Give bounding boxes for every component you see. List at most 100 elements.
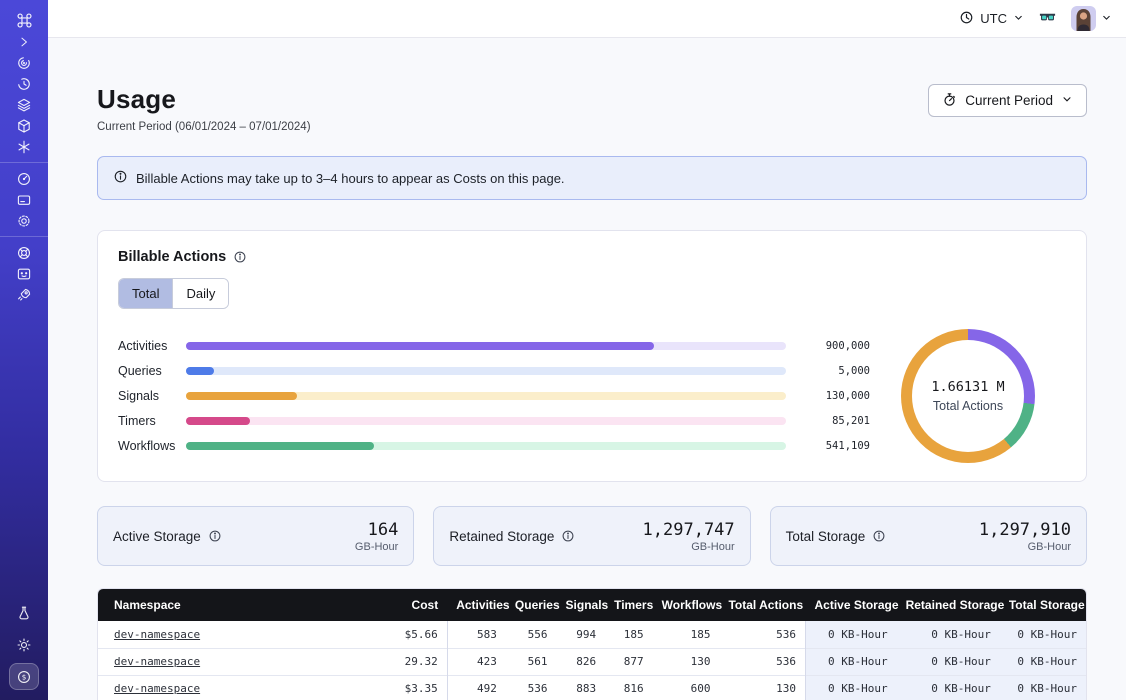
column-header-queries: Queries xyxy=(505,589,560,621)
namespace-link[interactable]: dev-namespace xyxy=(114,655,201,668)
cell-cost: $5.66 xyxy=(351,621,448,648)
cell-total-storage: 0 KB-Hour xyxy=(999,621,1086,648)
cell-total-actions: 536 xyxy=(719,621,806,648)
sidebar-item-usage[interactable] xyxy=(7,168,41,189)
namespace-cell: dev-namespace xyxy=(98,674,352,700)
bar-track xyxy=(186,417,786,425)
sidebar-nav: $ xyxy=(0,0,48,700)
cell-total-actions: 130 xyxy=(719,674,806,700)
namespace-link[interactable]: dev-namespace xyxy=(114,627,201,641)
sidebar-item-theme[interactable] xyxy=(7,631,41,658)
bar-value: 900,000 xyxy=(825,340,870,352)
donut-total-value: 1.66131 M xyxy=(931,379,1005,395)
labs-icon xyxy=(16,605,32,621)
bar-label: Signals xyxy=(118,389,159,403)
sidebar-item-namespaces[interactable] xyxy=(7,52,41,73)
cell-queries: 561 xyxy=(505,647,557,675)
chevron-down-icon xyxy=(1013,11,1024,26)
cell-active-storage: 0 KB-Hour xyxy=(804,647,897,675)
bar-fill xyxy=(186,417,251,425)
cell-retained-storage: 0 KB-Hour xyxy=(896,674,1000,700)
cell-timers: 816 xyxy=(605,674,653,700)
storage-card-unit: GB-Hour xyxy=(691,540,735,553)
glasses-icon xyxy=(1038,8,1057,30)
bar-fill xyxy=(186,392,297,400)
table-row: dev-namespace $3.35 492 536 883 816 600 130 0 KB… xyxy=(98,674,1086,700)
bar-label: Activities xyxy=(118,339,168,353)
column-header-cost: Cost xyxy=(351,589,448,621)
bar-fill xyxy=(186,342,654,350)
sidebar-item-coin[interactable]: $ xyxy=(9,663,39,690)
banner-text: Billable Actions may take up to 3–4 hour… xyxy=(136,170,565,186)
cell-cost: $3.35 xyxy=(351,674,448,700)
support-icon xyxy=(16,245,32,261)
cell-workflows: 600 xyxy=(652,674,720,700)
sidebar-item-billing[interactable] xyxy=(7,189,41,210)
chevron-down-icon xyxy=(1101,11,1112,26)
retained-storage-info-icon[interactable] xyxy=(561,529,575,543)
theme-icon xyxy=(16,637,32,653)
storage-card-value: 1,297,747 xyxy=(642,519,735,540)
cell-active-storage: 0 KB-Hour xyxy=(804,621,897,648)
namespaces-icon xyxy=(16,55,32,71)
sidebar-item-workflows[interactable] xyxy=(7,115,41,136)
user-menu[interactable] xyxy=(1071,6,1112,31)
storage-card-label: Total Storage xyxy=(785,528,866,544)
active-storage-card: Active Storage 164 GB-Hour xyxy=(97,506,415,566)
timezone-selector[interactable]: UTC xyxy=(959,10,1024,28)
sidebar-item-deployments[interactable] xyxy=(7,94,41,115)
sidebar-item-support[interactable] xyxy=(7,242,41,263)
total-storage-card: Total Storage 1,297,910 GB-Hour xyxy=(769,506,1087,566)
sidebar-item-temporal-logo[interactable] xyxy=(7,10,41,31)
bar-value: 5,000 xyxy=(838,365,870,377)
bar-track xyxy=(186,342,786,350)
sidebar-item-schedules[interactable] xyxy=(7,73,41,94)
sidebar-divider xyxy=(0,236,48,237)
sidebar-divider xyxy=(0,162,48,163)
bar-row-workflows: Workflows 541,109 xyxy=(118,434,870,459)
period-selector-button[interactable]: Current Period xyxy=(928,84,1087,117)
sidebar-item-settings[interactable] xyxy=(7,210,41,231)
total-storage-info-icon[interactable] xyxy=(872,529,886,543)
cell-workflows: 130 xyxy=(652,647,720,675)
column-header-total-actions: Total Actions xyxy=(719,589,806,621)
cell-active-storage: 0 KB-Hour xyxy=(804,674,897,700)
billable-view-tabs: Total Daily xyxy=(118,278,230,309)
coin-icon: $ xyxy=(16,669,32,685)
sidebar-item-expand-chevron[interactable] xyxy=(7,31,41,52)
dev-mode-glasses-button[interactable] xyxy=(1038,8,1057,30)
sidebar-item-docs[interactable] xyxy=(7,263,41,284)
page-subtitle: Current Period (06/01/2024 – 07/01/2024) xyxy=(97,121,311,133)
bar-label: Workflows xyxy=(118,439,176,453)
tab-daily[interactable]: Daily xyxy=(172,279,229,308)
billable-actions-card: Billable Actions Total Daily Activities 90… xyxy=(97,230,1087,482)
active-storage-info-icon[interactable] xyxy=(208,529,222,543)
column-header-retained-storage: Retained Storage xyxy=(896,589,1004,621)
table-row: dev-namespace 29.32 423 561 826 877 130 536 0 KB… xyxy=(98,647,1086,675)
bar-value: 130,000 xyxy=(825,390,870,402)
sidebar-item-labs[interactable] xyxy=(7,599,41,626)
temporal-logo-icon xyxy=(16,12,33,29)
namespace-cell: dev-namespace xyxy=(98,647,352,675)
cell-signals: 826 xyxy=(556,647,606,675)
total-actions-donut: 1.66131 M Total Actions xyxy=(870,329,1066,463)
page-head: Usage Current Period (06/01/2024 – 07/01… xyxy=(97,84,1087,133)
column-header-workflows: Workflows xyxy=(652,589,722,621)
bar-row-signals: Signals 130,000 xyxy=(118,384,870,409)
bar-fill xyxy=(186,367,214,375)
column-header-active-storage: Active Storage xyxy=(805,589,899,621)
cell-activities: 423 xyxy=(446,647,506,675)
storage-card-unit: GB-Hour xyxy=(354,540,399,553)
sidebar-item-getting-started[interactable] xyxy=(7,284,41,305)
cell-signals: 994 xyxy=(556,621,606,648)
billing-icon xyxy=(16,192,32,208)
namespace-link[interactable]: dev-namespace xyxy=(114,682,201,695)
bar-track xyxy=(186,392,786,400)
cell-queries: 556 xyxy=(505,621,557,648)
tab-total[interactable]: Total xyxy=(119,279,173,308)
bar-row-timers: Timers 85,201 xyxy=(118,409,870,434)
billable-info-icon[interactable] xyxy=(233,250,247,264)
sidebar-item-nexus[interactable] xyxy=(7,136,41,157)
nexus-icon xyxy=(16,139,32,155)
settings-icon xyxy=(16,213,32,229)
